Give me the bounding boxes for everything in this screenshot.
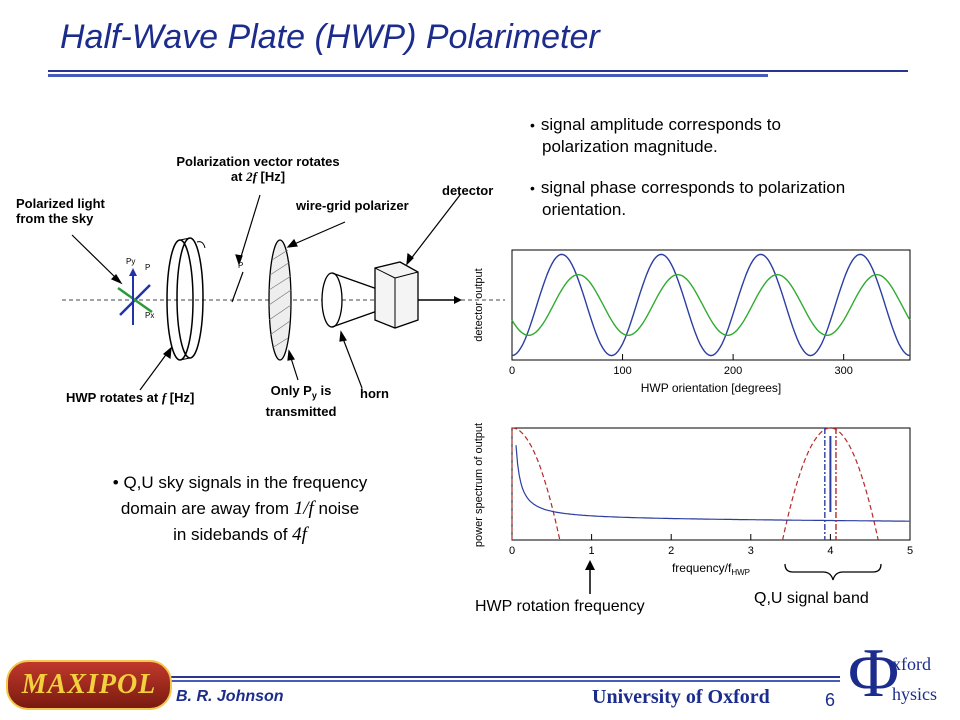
bullet-frequency-domain: • Q,U sky signals in the frequency domai… — [112, 473, 368, 545]
vec-label-py: Py — [126, 257, 135, 266]
chart1-xtick-label: 300 — [834, 365, 852, 377]
chart2-window-high — [782, 427, 879, 541]
chart1-xtick-label: 200 — [724, 365, 742, 377]
power-spectrum-chart: 0 1 2 3 4 5 power spectrum of output frequenc… — [473, 423, 913, 577]
chart1-series-blue — [511, 253, 911, 357]
label-hwp: HWP rotates at f [Hz] — [66, 390, 195, 405]
oxford-physics-logo: Φ xford hysics — [848, 635, 937, 712]
page-number: 6 — [825, 690, 836, 710]
chart2-xtick-label: 1 — [589, 545, 595, 557]
footer-rule-bottom — [170, 680, 840, 682]
chart2-noise-curve — [515, 445, 910, 522]
label-horn: horn — [360, 386, 389, 401]
vec-label-px: Px — [145, 311, 154, 320]
label-sky: Polarized light from the sky — [16, 196, 105, 226]
label-py-transmitted: Only Py is transmitted — [265, 383, 337, 419]
slide-title: Half-Wave Plate (HWP) Polarimeter — [60, 18, 600, 56]
chart1-xlabel: HWP orientation [degrees] — [641, 381, 782, 395]
chart1-xtick-label: 0 — [509, 365, 515, 377]
bullet-amplitude: • signal amplitude corresponds to polariz… — [530, 115, 781, 156]
chart2-xtick-label: 5 — [907, 545, 913, 557]
footer-author: B. R. Johnson — [176, 688, 284, 705]
chart2-xlabel: frequency/fHWP — [672, 561, 750, 577]
detector-output-chart: 0 100 200 300 detector output HWP orientati… — [473, 249, 911, 395]
label-wire-grid: wire-grid polarizer — [296, 198, 409, 213]
chart2-xtick-label: 2 — [668, 545, 674, 557]
chart1-ylabel: detector output — [473, 268, 485, 341]
chart2-xtick-label: 0 — [509, 545, 515, 557]
footer-rule-top — [170, 676, 840, 678]
caption-qu-band: Q,U signal band — [754, 590, 869, 607]
chart2-frame — [511, 427, 911, 541]
chart2-window-low — [511, 427, 561, 541]
vec-label-p2: P — [238, 261, 243, 270]
caption-hwp-frequency: HWP rotation frequency — [475, 598, 645, 615]
apparatus-diagram: Py P Px P — [62, 194, 505, 391]
chart-annotations — [585, 560, 882, 594]
label-detector: detector — [442, 183, 494, 198]
bullet-phase: • signal phase corresponds to polarizatio… — [530, 178, 846, 219]
chart1-frame — [511, 249, 911, 361]
label-pol-vector: Polarization vector rotates at 2f [Hz] — [176, 154, 340, 184]
chart1-series-green — [511, 273, 911, 336]
maxipol-logo: MAXIPOL — [6, 660, 172, 710]
title-rule-top — [48, 70, 908, 72]
chart2-xtick-label: 4 — [827, 545, 833, 557]
chart1-xtick-label: 100 — [613, 365, 631, 377]
title-rule-bottom — [48, 74, 768, 77]
footer-university: University of Oxford — [592, 686, 770, 708]
chart2-xtick-label: 3 — [748, 545, 754, 557]
chart2-ylabel: power spectrum of output — [473, 423, 485, 547]
vec-label-p: P — [145, 263, 150, 272]
